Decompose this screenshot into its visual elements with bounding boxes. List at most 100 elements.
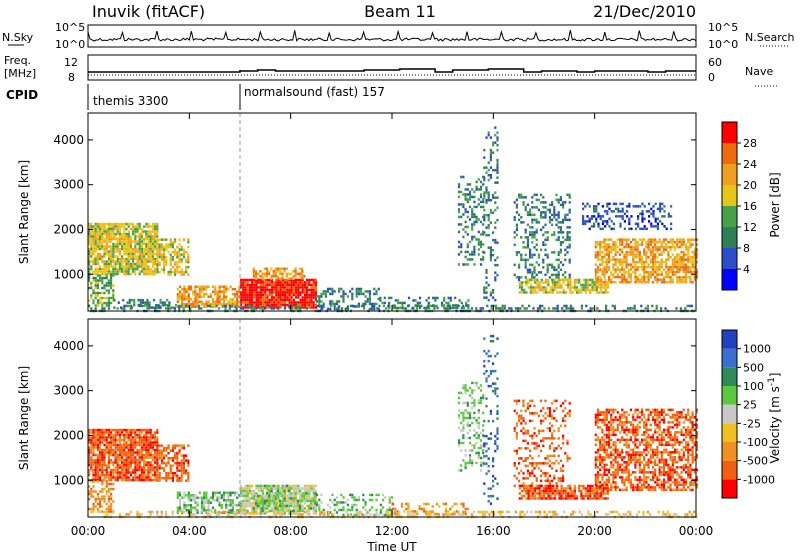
heatmap-cell-region-13	[673, 263, 677, 266]
heatmap-cell-region-0	[101, 428, 104, 432]
heatmap-cell-region-3	[233, 494, 237, 497]
heatmap-cell-region-15	[158, 304, 161, 308]
heatmap-cell-region-5	[270, 497, 273, 500]
heatmap-cell-region-0	[101, 458, 104, 462]
heatmap-cell-region-3	[180, 248, 183, 251]
heatmap-cell-region-0	[88, 267, 91, 271]
heatmap-cell-region-1	[103, 291, 106, 295]
heatmap-cell-region-1	[94, 296, 97, 300]
heatmap-cell-region-0	[123, 272, 126, 276]
heatmap-cell-region-0	[88, 242, 91, 246]
heatmap-cell-region-5	[301, 303, 304, 307]
heatmap-cell-region-0	[140, 466, 143, 469]
heatmap-cell-region-13	[665, 275, 668, 279]
heatmap-cell-region-12	[553, 281, 557, 284]
heatmap-cell-region-15	[360, 304, 363, 308]
heatmap-cell-region-1	[94, 291, 97, 295]
heatmap-cell-region-3	[160, 258, 163, 261]
heatmap-cell-region-4	[196, 303, 199, 306]
heatmap-cell-region-0	[90, 230, 93, 233]
heatmap-cell-region-15	[123, 304, 126, 308]
heatmap-cell-region-5	[286, 291, 289, 294]
heatmap-cell-region-5	[253, 286, 256, 289]
heatmap-cell-region-14	[659, 210, 662, 213]
heatmap-cell-region-0	[112, 453, 115, 457]
heatmap-cell-region-2	[174, 451, 177, 455]
heatmap-cell-region-11	[559, 231, 562, 234]
heatmap-cell-region-4	[242, 499, 245, 503]
heatmap-cell-region-13	[623, 270, 626, 274]
heatmap-cell-region-5	[279, 298, 282, 302]
heatmap-cell-region-5	[298, 492, 302, 495]
heatmap-cell-region-0	[127, 247, 130, 251]
heatmap-cell-region-15	[200, 307, 203, 310]
heatmap-cell-region-5	[242, 288, 245, 292]
date-title: 21/Dec/2010	[593, 2, 696, 21]
heatmap-cell-region-13	[627, 268, 630, 271]
heatmap-cell-region-4	[310, 504, 313, 508]
heatmap-cell-region-0	[132, 446, 135, 449]
heatmap-cell-region-12	[569, 286, 572, 289]
heatmap-cell-region-15	[435, 304, 438, 308]
heatmap-cell-region-12	[604, 278, 607, 282]
heatmap-cell-region-15	[596, 307, 599, 310]
heatmap-cell-region-0	[96, 255, 99, 258]
heatmap-cell-region-6	[254, 275, 258, 278]
heatmap-cell-region-0	[105, 265, 108, 268]
heatmap-cell-region-0	[145, 235, 148, 238]
heatmap-cell-region-2	[148, 303, 151, 307]
heatmap-cell-region-5	[257, 301, 260, 304]
heatmap-cell-region-13	[676, 238, 679, 241]
heatmap-cell-region-5	[309, 502, 313, 505]
heatmap-cell-region-10	[489, 211, 492, 214]
heatmap-cell-region-12	[531, 278, 535, 282]
heatmap-cell-region-12	[545, 291, 548, 294]
heatmap-cell-region-0	[129, 242, 132, 246]
heatmap-cell-region-1	[99, 505, 102, 508]
heatmap-cell-region-5	[275, 283, 278, 287]
heatmap-cell-region-0	[96, 222, 99, 226]
heatmap-cell-region-0	[90, 255, 93, 258]
heatmap-cell-region-0	[112, 227, 115, 231]
heatmap-cell-region-14	[601, 222, 604, 226]
heatmap-cell-region-0	[147, 245, 150, 248]
heatmap-cell-region-12	[582, 283, 585, 287]
heatmap-cell-region-1	[94, 279, 97, 282]
heatmap-cell-region-0	[99, 227, 102, 231]
heatmap-cell-region-5	[275, 278, 278, 282]
heatmap-cell-region-10	[487, 213, 490, 217]
heatmap-cell-region-4	[176, 300, 179, 303]
heatmap-cell-region-5	[292, 288, 295, 292]
heatmap-cell-region-0	[103, 473, 106, 477]
heatmap-cell-region-5	[240, 291, 243, 294]
y-tick-label-2: 3000	[53, 178, 84, 192]
heatmap-cell-region-13	[687, 245, 690, 249]
heatmap-cell-region-14	[588, 217, 591, 221]
heatmap-cell-region-13	[691, 258, 694, 261]
heatmap-cell-region-0	[132, 436, 135, 439]
heatmap-cell-region-13	[684, 273, 688, 276]
heatmap-cell-region-10	[489, 248, 492, 252]
heatmap-cell-region-13	[594, 243, 597, 246]
heatmap-cell-region-7	[331, 292, 334, 296]
heatmap-cell-region-2	[156, 461, 159, 465]
heatmap-cell-region-0	[121, 242, 124, 246]
heatmap-cell-region-8	[401, 301, 404, 305]
heatmap-cell-region-7	[351, 287, 354, 291]
heatmap-cell-region-2	[148, 306, 151, 309]
heatmap-cell-region-12	[525, 278, 528, 282]
heatmap-cell-region-13	[629, 250, 633, 254]
heatmap-cell-region-0	[154, 453, 157, 457]
heatmap-cell-region-6	[270, 267, 273, 270]
heatmap-cell-region-5	[262, 286, 265, 289]
heatmap-cell-region-5	[262, 298, 265, 302]
heatmap-cell-region-0	[154, 270, 157, 273]
heatmap-cell-region-6	[279, 267, 282, 270]
heatmap-cell-region-12	[534, 288, 537, 292]
heatmap-cell-region-13	[647, 280, 650, 284]
heatmap-cell-region-0	[94, 232, 97, 236]
heatmap-cell-region-5	[284, 296, 287, 299]
heatmap-cell-region-12	[547, 291, 550, 294]
heatmap-cell-region-0	[123, 443, 126, 447]
heatmap-cell-region-15	[429, 304, 432, 308]
